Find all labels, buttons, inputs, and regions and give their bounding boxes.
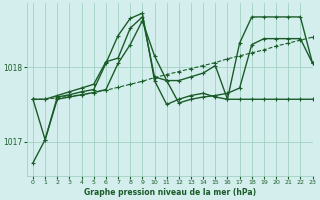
X-axis label: Graphe pression niveau de la mer (hPa): Graphe pression niveau de la mer (hPa) <box>84 188 256 197</box>
